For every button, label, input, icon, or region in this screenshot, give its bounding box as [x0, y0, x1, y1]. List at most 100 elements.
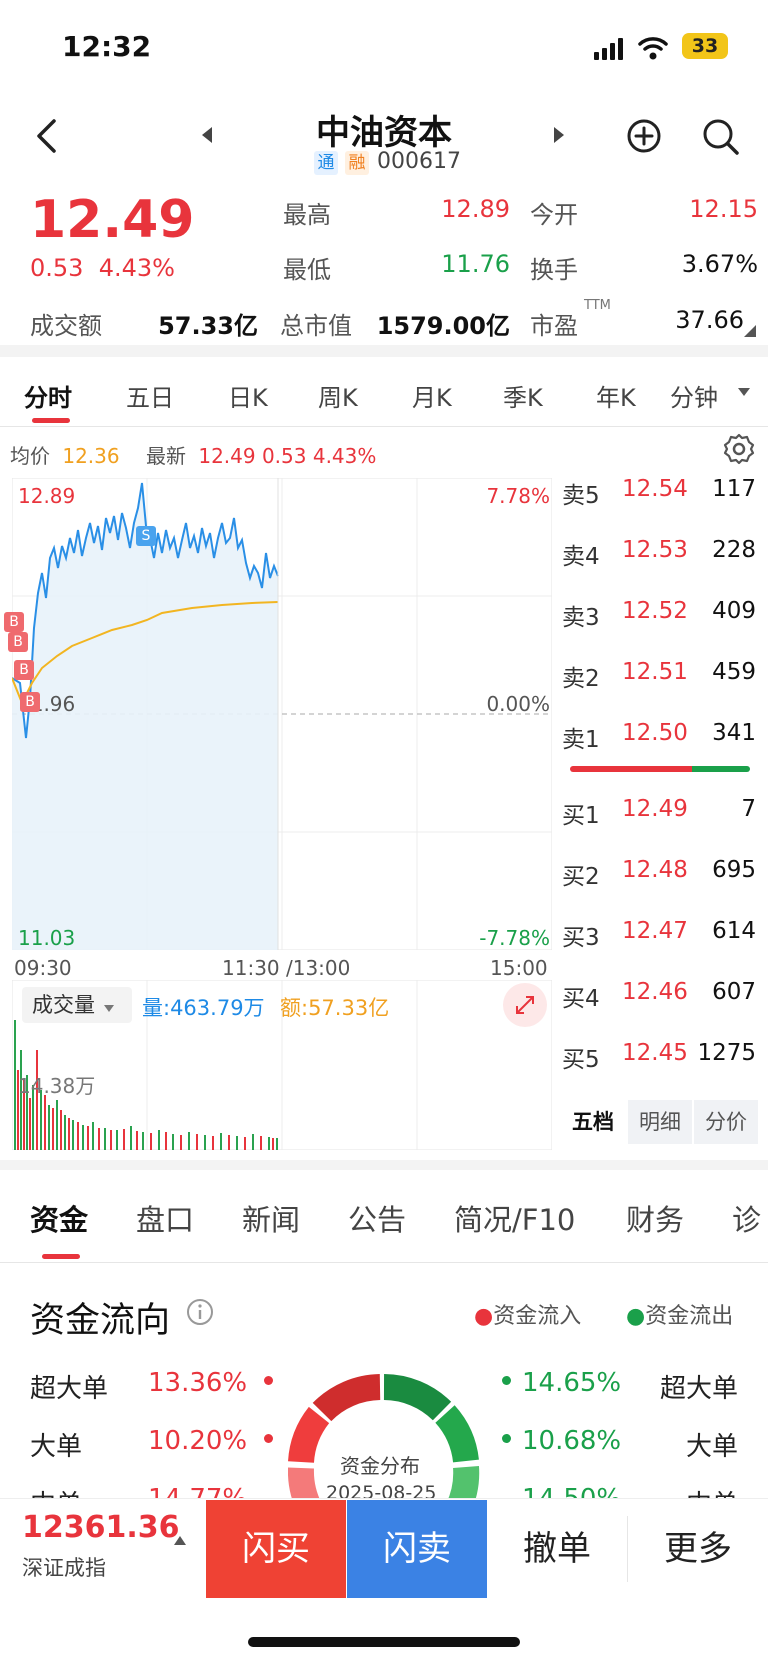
- ask-row-3[interactable]: 卖3 12.52 409: [562, 598, 756, 631]
- change-value: 0.53: [30, 254, 84, 282]
- high-label: 最高: [283, 201, 331, 229]
- donut-center-label: 资金分布: [340, 1454, 420, 1478]
- ask-row-1[interactable]: 卖1 12.50 341: [562, 720, 756, 753]
- intraday-price-chart[interactable]: [12, 478, 552, 950]
- outflow-pct-xl: 14.65%: [522, 1368, 622, 1398]
- buy-marker[interactable]: B: [14, 660, 34, 680]
- turnover-label: 换手: [530, 256, 578, 284]
- tab-mingxi[interactable]: 明细: [628, 1100, 692, 1144]
- avg-label: 均价: [10, 444, 50, 468]
- tab-minute[interactable]: 分钟: [670, 384, 718, 412]
- mcap-value: 1579.00亿: [376, 312, 510, 340]
- tab-zhen[interactable]: 诊: [732, 1203, 762, 1237]
- bid-row-4[interactable]: 买4 12.46 607: [562, 979, 756, 1012]
- ask-row-4[interactable]: 卖4 12.53 228: [562, 537, 756, 570]
- next-stock-icon[interactable]: [552, 127, 564, 143]
- footer-divider: [627, 1516, 628, 1582]
- inflow-label-xl: 超大单: [30, 1374, 109, 1404]
- search-icon[interactable]: [702, 118, 740, 156]
- selector-caret-icon: [103, 1005, 114, 1012]
- chart-pct-bottom: -7.78%: [479, 926, 550, 950]
- tab-rik[interactable]: 日K: [228, 384, 268, 412]
- amount-label: 成交额: [30, 312, 102, 340]
- tab-pankou[interactable]: 盘口: [136, 1203, 195, 1237]
- bid-row-5[interactable]: 买5 12.45 1275: [562, 1040, 756, 1073]
- more-button[interactable]: 更多: [664, 1529, 732, 1569]
- mcap-label: 总市值: [280, 312, 352, 340]
- volume-selector[interactable]: 成交量: [22, 987, 132, 1023]
- amount-value: 57.33亿: [158, 312, 258, 340]
- tab-wuri[interactable]: 五日: [126, 384, 174, 412]
- dropdown-icon[interactable]: [738, 388, 750, 396]
- chart-y-bottom: 11.03: [18, 926, 76, 950]
- sell-marker[interactable]: S: [136, 526, 156, 546]
- tab-jik[interactable]: 季K: [503, 384, 543, 412]
- volume-amount: 量:463.79万: [142, 996, 265, 1020]
- inflow-pct-l: 10.20%: [148, 1426, 248, 1456]
- chart-pct-top: 7.78%: [486, 484, 550, 508]
- tab-f10[interactable]: 简况/F10: [454, 1203, 576, 1237]
- fund-flow-title: 资金流向: [30, 1301, 171, 1341]
- flash-sell-button[interactable]: 闪卖: [347, 1500, 487, 1598]
- signal-icon: [594, 38, 623, 60]
- index-value[interactable]: 12361.36: [22, 1510, 180, 1545]
- ask-row-2[interactable]: 卖2 12.51 459: [562, 659, 756, 692]
- tab-wudang[interactable]: 五档: [572, 1110, 614, 1134]
- inflow-pct-xl: 13.36%: [148, 1368, 248, 1398]
- pe-value: 37.66: [675, 306, 744, 334]
- tab-nian[interactable]: 年K: [596, 384, 636, 412]
- tab-indicator: [42, 1254, 80, 1259]
- tab-zhouk[interactable]: 周K: [318, 384, 358, 412]
- bid-row-2[interactable]: 买2 12.48 695: [562, 857, 756, 890]
- flash-buy-button[interactable]: 闪买: [206, 1500, 346, 1598]
- bid-row-3[interactable]: 买3 12.47 614: [562, 918, 756, 951]
- tabs-bottom-line: [0, 1262, 768, 1263]
- prev-stock-icon[interactable]: [202, 127, 214, 143]
- inflow-dot: [264, 1376, 273, 1385]
- battery-indicator: 33: [682, 33, 728, 59]
- time-start: 09:30: [14, 956, 72, 980]
- stock-code: 000617: [377, 149, 461, 174]
- inflow-dot: [264, 1434, 273, 1443]
- ask-strength-bar: [570, 766, 692, 772]
- latest-label: 最新: [145, 444, 186, 468]
- chart-y-top: 12.89: [18, 484, 76, 508]
- buy-marker[interactable]: B: [4, 612, 24, 632]
- fullscreen-icon[interactable]: [502, 982, 548, 1028]
- pe-label: 市盈: [530, 312, 578, 340]
- legend-inflow: ●资金流入: [474, 1304, 582, 1329]
- tab-fenjia[interactable]: 分价: [694, 1100, 758, 1144]
- avg-value: 12.36: [62, 444, 120, 468]
- stock-name: 中油资本: [316, 113, 452, 153]
- buy-marker[interactable]: B: [8, 632, 28, 652]
- volume-scale: 14.38万: [18, 1074, 96, 1098]
- section-divider: [0, 345, 768, 357]
- index-name[interactable]: 深证成指: [22, 1556, 106, 1580]
- home-indicator[interactable]: [248, 1637, 520, 1647]
- tab-xinwen[interactable]: 新闻: [242, 1203, 301, 1237]
- open-label: 今开: [530, 201, 578, 229]
- chart-info-line: 均价 12.36 最新 12.49 0.53 4.43%: [10, 440, 376, 469]
- settings-gear-icon[interactable]: [722, 432, 756, 466]
- tab-yuek[interactable]: 月K: [412, 384, 452, 412]
- time-end: 15:00: [490, 956, 548, 980]
- info-icon[interactable]: [186, 1298, 214, 1326]
- bid-row-1[interactable]: 买1 12.49 7: [562, 796, 756, 829]
- ask-row-5[interactable]: 卖5 12.54 117: [562, 476, 756, 509]
- tab-zijin[interactable]: 资金: [30, 1203, 89, 1237]
- add-watchlist-icon[interactable]: [626, 118, 662, 154]
- wifi-icon: [638, 37, 668, 60]
- tab-fenshi[interactable]: 分时: [24, 384, 72, 412]
- outflow-pct-l: 10.68%: [522, 1426, 622, 1456]
- tab-indicator: [32, 418, 70, 423]
- cancel-order-button[interactable]: 撤单: [523, 1529, 591, 1569]
- tab-caiwu[interactable]: 财务: [626, 1203, 685, 1237]
- high-value: 12.89: [441, 195, 510, 223]
- expand-corner-icon[interactable]: [744, 325, 756, 337]
- outflow-dot: [502, 1376, 511, 1385]
- back-icon[interactable]: [34, 118, 60, 154]
- tab-gonggao[interactable]: 公告: [348, 1203, 407, 1237]
- pe-ttm-sup: TTM: [584, 298, 611, 313]
- legend-outflow: ●资金流出: [626, 1304, 734, 1329]
- buy-marker[interactable]: B: [20, 692, 40, 712]
